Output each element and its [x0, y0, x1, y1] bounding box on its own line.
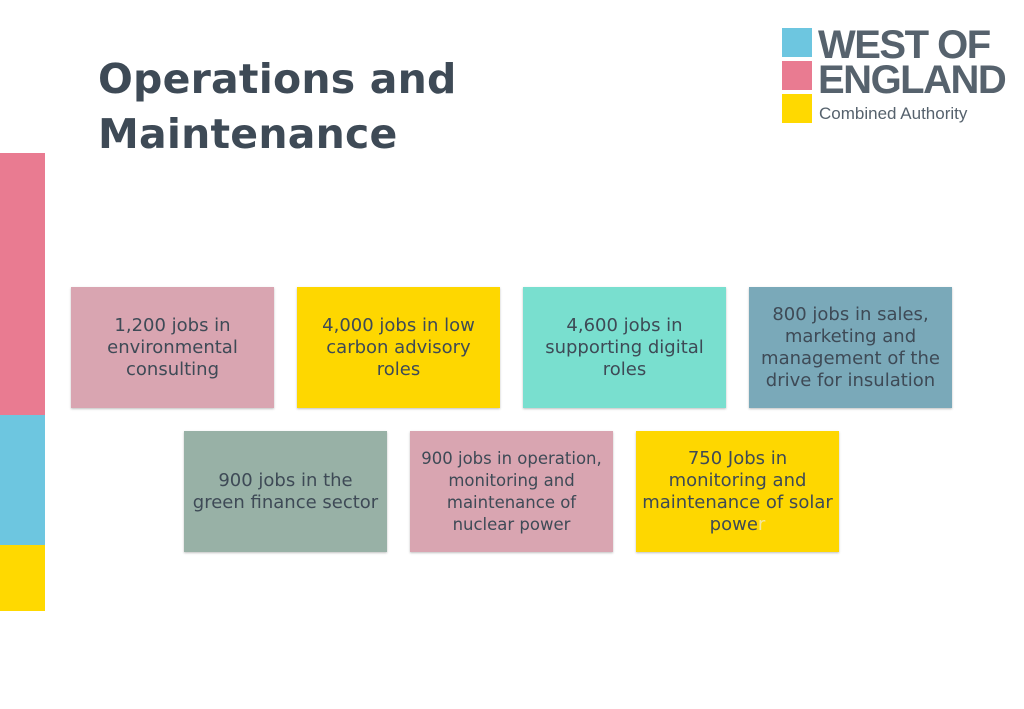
job-card-digital-roles: 4,600 jobs in supporting digital roles — [523, 287, 726, 408]
job-card-low-carbon-advisory: 4,000 jobs in low carbon advisory roles — [297, 287, 500, 408]
west-of-england-logo: WEST OF ENGLAND Combined Authority — [782, 23, 1007, 126]
logo-text-line-1: WEST OF — [818, 23, 991, 67]
decorative-bar-blue — [0, 415, 45, 545]
card-text: 4,000 jobs in low carbon advisory roles — [322, 314, 475, 380]
card-text: 1,200 jobs in environmental consulting — [107, 314, 238, 380]
card-text: 900 jobs in operation, monitoring and ma… — [421, 448, 602, 534]
card-text: 4,600 jobs in supporting digital roles — [545, 314, 704, 380]
logo-square-blue — [782, 28, 812, 57]
page-title: Operations and Maintenance — [98, 52, 457, 162]
job-card-insulation-sales: 800 jobs in sales, marketing and managem… — [749, 287, 952, 408]
card-text: 800 jobs in sales, marketing and managem… — [761, 303, 940, 391]
card-text-last-letter: r — [757, 513, 766, 535]
card-text: 900 jobs in the green finance sector — [192, 469, 379, 513]
job-card-solar-power: 750 Jobs in monitoring and maintenance o… — [636, 431, 839, 552]
job-card-green-finance: 900 jobs in the green finance sector — [184, 431, 387, 552]
logo-square-yellow — [782, 94, 812, 123]
card-text: 750 Jobs in monitoring and maintenance o… — [642, 448, 833, 536]
job-card-environmental-consulting: 1,200 jobs in environmental consulting — [71, 287, 274, 408]
page-title-line-2: Maintenance — [98, 110, 398, 158]
decorative-bar-pink — [0, 153, 45, 415]
logo-text-line-2: ENGLAND — [818, 58, 1007, 102]
logo-text-line-3: Combined Authority — [819, 104, 968, 123]
logo-square-pink — [782, 61, 812, 90]
page-title-line-1: Operations and — [98, 55, 457, 103]
card-text-main: 750 Jobs in monitoring and maintenance o… — [642, 447, 833, 535]
decorative-bar-yellow — [0, 545, 45, 611]
job-card-nuclear-power: 900 jobs in operation, monitoring and ma… — [410, 431, 613, 552]
